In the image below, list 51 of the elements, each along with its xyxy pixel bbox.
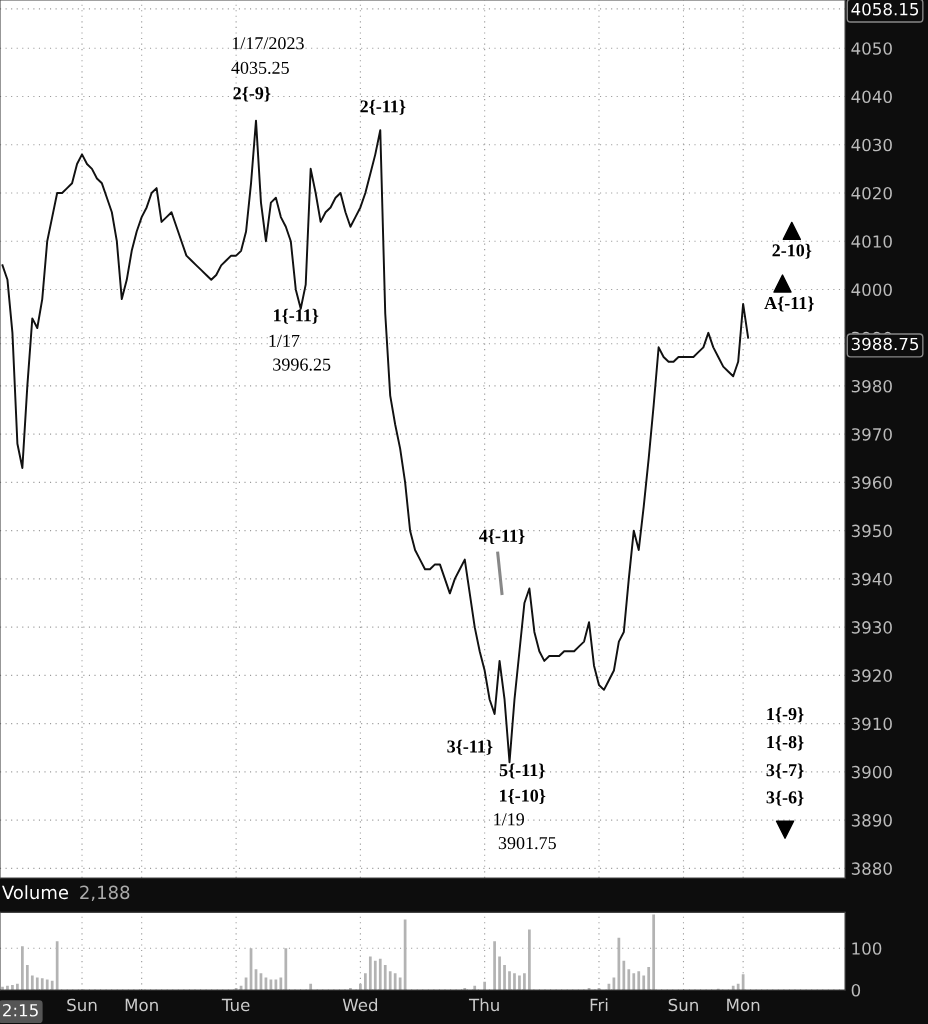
y-tick-label: 4058.15: [851, 2, 919, 16]
x-tick-label: Thu: [468, 998, 499, 1012]
y-tick-label: 3980: [851, 379, 892, 393]
annotation: 2{-11}: [360, 99, 406, 115]
y-tick-label: 100: [852, 942, 882, 955]
y-tick-label: 4000: [851, 283, 892, 297]
y-tick-label: 4020: [851, 186, 892, 200]
x-tick-label: Mon: [727, 998, 760, 1012]
annotation: 2-10}: [772, 243, 812, 259]
annotation: 1/17/2023: [232, 37, 304, 50]
annotation: 1/17: [269, 334, 300, 347]
annotation: 5{-11}: [499, 763, 545, 779]
annotation: A{-11}: [764, 296, 814, 312]
x-tick-label: Wed: [342, 998, 378, 1012]
annotation: 1{-8}: [767, 735, 804, 751]
annotation: 3{-6}: [766, 790, 804, 806]
x-tick-label: Fri: [590, 998, 608, 1011]
y-tick-label: 3910: [851, 717, 892, 731]
y-tick-label: 3890: [851, 814, 892, 827]
y-tick-label: 3960: [851, 476, 892, 489]
annotation: 1{-10}: [500, 789, 546, 804]
y-tick-label: 4040: [851, 90, 892, 104]
x-tick-label: Sun: [668, 998, 698, 1012]
x-tick-label: Sun: [67, 998, 97, 1012]
annotation: 1{-9}: [767, 707, 804, 723]
text: 2,188: [80, 885, 130, 902]
annotation: 3{-7}: [766, 763, 804, 779]
annotation: 3901.75: [498, 836, 556, 850]
y-tick-label: 4050: [851, 42, 892, 55]
y-tick-label: 3950: [851, 524, 892, 538]
annotation: 3996.25: [273, 358, 331, 371]
y-tick-label: 3930: [851, 621, 892, 634]
y-tick-label: 3880: [851, 862, 892, 875]
y-tick-label: 3920: [851, 669, 892, 682]
y-tick-label: 3900: [851, 765, 892, 779]
y-tick-label: 3940: [851, 572, 892, 586]
y-tick-label: 3988.75: [851, 337, 919, 351]
annotation: 2{-9}: [233, 86, 271, 102]
text: 2:15: [3, 1003, 38, 1017]
annotation: 4035.25: [231, 61, 289, 74]
annotation: 3{-11}: [447, 739, 493, 755]
y-tick-label: 0: [851, 983, 861, 997]
x-tick-label: Mon: [125, 998, 158, 1012]
y-tick-label: 4010: [851, 235, 892, 248]
annotation: 1/19: [494, 813, 525, 826]
chart-title: Volume: [2, 885, 69, 900]
annotation: 4{-11}: [479, 529, 525, 545]
annotation: 1{-11}: [274, 308, 319, 324]
x-tick-label: Tue: [221, 998, 250, 1012]
y-tick-label: 4030: [851, 138, 892, 152]
y-tick-label: 3970: [851, 428, 892, 441]
